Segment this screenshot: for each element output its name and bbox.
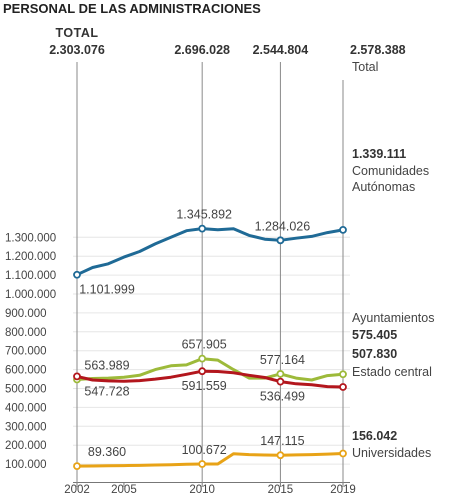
series-name: Estado central xyxy=(352,365,432,379)
y-tick-label: 700.000 xyxy=(5,346,47,358)
series-end-value: 575.405 xyxy=(352,328,397,342)
data-label: 147.115 xyxy=(260,434,304,448)
y-tick-label: 200.000 xyxy=(5,440,47,452)
data-label: 100.672 xyxy=(182,443,227,457)
x-tick-label: 2019 xyxy=(330,484,356,496)
y-tick-label: 500.000 xyxy=(5,384,47,396)
y-tick-label: 600.000 xyxy=(5,365,47,377)
series-marker xyxy=(73,462,81,471)
series-marker xyxy=(276,451,285,460)
x-tick-label: 2010 xyxy=(189,484,215,496)
data-label: 1.101.999 xyxy=(79,283,135,297)
series-marker xyxy=(339,449,347,458)
total-value: 2.696.028 xyxy=(174,43,230,57)
data-label: 1.345.892 xyxy=(176,208,232,222)
series-marker xyxy=(339,383,347,391)
data-label: 657.905 xyxy=(182,338,227,352)
data-label: 591.559 xyxy=(182,379,227,393)
series-marker xyxy=(198,224,207,233)
y-tick-label: 1.100.000 xyxy=(5,270,56,282)
y-tick-label: 100.000 xyxy=(5,459,47,471)
total-value: 2.303.076 xyxy=(49,43,105,57)
data-label: 89.360 xyxy=(88,445,126,459)
y-tick-label: 900.000 xyxy=(5,308,47,320)
x-tick-label: 2015 xyxy=(268,484,294,496)
x-tick-label: 2002 xyxy=(64,484,90,496)
series-line-0 xyxy=(75,227,345,277)
y-tick-label: 1.200.000 xyxy=(5,251,56,263)
series-end-value: 507.830 xyxy=(352,347,397,361)
series-marker xyxy=(276,236,285,245)
series-name: Ayuntamientos xyxy=(352,311,434,325)
series-marker xyxy=(198,367,207,376)
series-end-value: 1.339.111 xyxy=(352,147,406,161)
data-label: 563.989 xyxy=(84,358,129,372)
y-tick-label: 1.300.000 xyxy=(5,232,56,244)
series-name: Comunidades xyxy=(352,164,429,178)
y-tick-label: 300.000 xyxy=(5,421,47,433)
y-tick-label: 1.000.000 xyxy=(5,289,56,301)
series-name: Autónomas xyxy=(352,180,415,194)
total-value: 2.578.388 xyxy=(350,43,406,57)
series-marker xyxy=(73,372,81,381)
y-tick-label: 400.000 xyxy=(5,402,47,414)
series-marker xyxy=(73,270,81,279)
series-line-2 xyxy=(75,369,345,389)
series-marker xyxy=(276,377,285,386)
series-line-1 xyxy=(75,357,345,382)
data-label: 536.499 xyxy=(260,390,305,404)
series-marker xyxy=(198,354,207,363)
chart-title: PERSONAL DE LAS ADMINISTRACIONES xyxy=(3,1,261,16)
series-end-value: 156.042 xyxy=(352,429,397,443)
series-line-3 xyxy=(75,452,345,468)
total-value: 2.544.804 xyxy=(253,43,309,57)
series-marker xyxy=(339,370,347,379)
data-label: 1.284.026 xyxy=(255,219,311,233)
series-marker xyxy=(198,460,207,468)
data-label: 547.728 xyxy=(84,384,129,398)
x-tick-label: 2005 xyxy=(111,484,137,496)
series-marker xyxy=(339,226,347,234)
data-label: 577.164 xyxy=(260,353,305,367)
y-tick-label: 800.000 xyxy=(5,327,47,339)
series-name: Universidades xyxy=(352,446,431,460)
total-label: TOTAL xyxy=(55,26,98,40)
total-name: Total xyxy=(352,60,378,74)
series-marker xyxy=(276,370,285,378)
